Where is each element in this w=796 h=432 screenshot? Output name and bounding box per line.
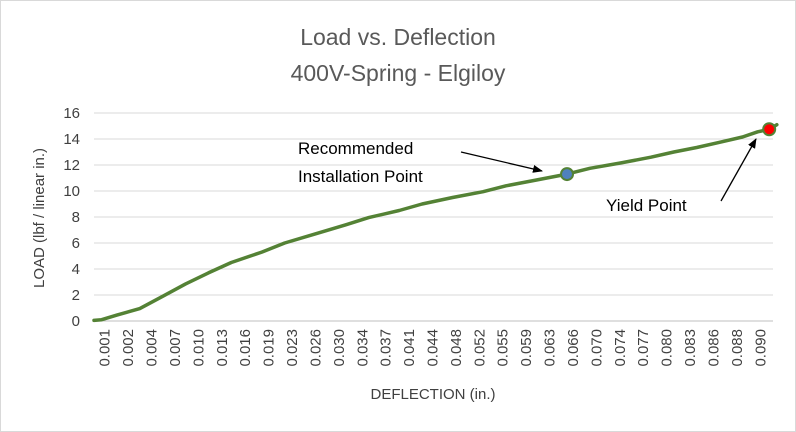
axis-ticks: 0 2 4 6 8 10 12 14 16 0.001 0.002 0.004 0.007 0.010 0.… xyxy=(63,105,769,367)
y-tick-label: 0 xyxy=(72,313,80,330)
y-tick-label: 16 xyxy=(63,105,80,122)
x-tick-label: 0.066 xyxy=(565,329,582,367)
x-tick-label: 0.080 xyxy=(659,329,676,367)
y-tick-label: 14 xyxy=(63,131,80,148)
x-tick-label: 0.026 xyxy=(307,329,324,367)
x-tick-label: 0.055 xyxy=(495,329,512,367)
x-tick-label: 0.044 xyxy=(425,329,442,367)
recommended-installation-point-marker xyxy=(560,167,575,182)
y-axis-title: LOAD (lbf / linear in.) xyxy=(31,148,48,288)
series-line-0 xyxy=(92,122,779,323)
x-tick-label: 0.013 xyxy=(214,329,231,367)
x-tick-label: 0.063 xyxy=(542,329,559,367)
annotation-recommended-line2: Installation Point xyxy=(298,167,423,186)
x-tick-label: 0.077 xyxy=(635,329,652,367)
annotation-yield: Yield Point xyxy=(606,196,687,215)
x-tick-label: 0.001 xyxy=(97,329,114,367)
x-tick-label: 0.019 xyxy=(261,329,278,367)
x-tick-label: 0.059 xyxy=(518,329,535,367)
x-tick-label: 0.007 xyxy=(167,329,184,367)
x-tick-label: 0.088 xyxy=(729,329,746,367)
x-tick-label: 0.010 xyxy=(190,329,207,367)
x-tick-label: 0.002 xyxy=(120,329,137,367)
x-axis-title: DEFLECTION (in.) xyxy=(370,386,495,403)
chart-subtitle: 400V-Spring - Elgiloy xyxy=(291,60,506,86)
x-tick-label: 0.041 xyxy=(401,329,418,367)
annotation-recommended-line1: Recommended xyxy=(298,139,413,158)
yield-point-marker xyxy=(762,122,777,137)
y-tick-label: 6 xyxy=(72,235,80,252)
y-tick-label: 12 xyxy=(63,157,80,174)
x-tick-label: 0.034 xyxy=(354,329,371,367)
x-tick-label: 0.016 xyxy=(237,329,254,367)
y-tick-label: 10 xyxy=(63,183,80,200)
x-tick-label: 0.074 xyxy=(612,329,629,367)
series-layer xyxy=(92,122,779,323)
x-tick-label: 0.083 xyxy=(682,329,699,367)
y-tick-label: 2 xyxy=(72,287,80,304)
gridlines xyxy=(94,112,773,322)
x-tick-label: 0.037 xyxy=(378,329,395,367)
x-tick-label: 0.004 xyxy=(144,329,161,367)
y-tick-label: 8 xyxy=(72,209,80,226)
chart-title: Load vs. Deflection xyxy=(300,24,496,50)
x-tick-label: 0.048 xyxy=(448,329,465,367)
annotations: Recommended Installation Point Yield Poi… xyxy=(298,138,757,215)
y-tick-label: 4 xyxy=(72,261,80,278)
annotation-arrow-yield xyxy=(720,138,757,202)
x-tick-label: 0.030 xyxy=(331,329,348,367)
x-tick-label: 0.023 xyxy=(284,329,301,367)
x-tick-label: 0.086 xyxy=(705,329,722,367)
x-tick-label: 0.090 xyxy=(752,329,769,367)
x-tick-label: 0.052 xyxy=(471,329,488,367)
x-tick-label: 0.070 xyxy=(588,329,605,367)
annotation-arrow-recommended xyxy=(460,151,543,173)
